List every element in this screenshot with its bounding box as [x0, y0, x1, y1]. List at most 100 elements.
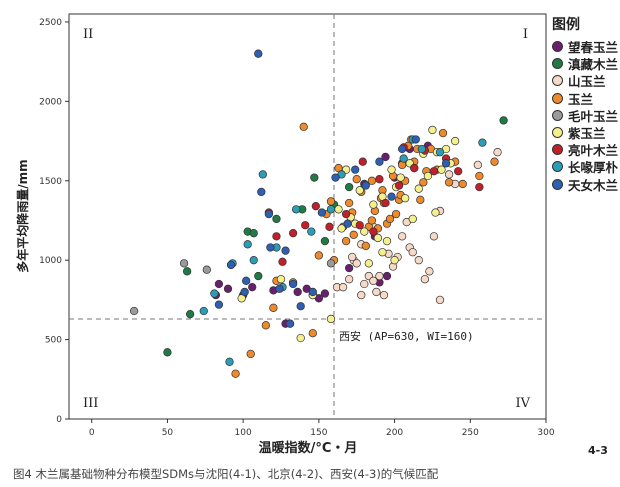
data-point: [475, 182, 484, 192]
legend-item: 长喙厚朴: [552, 158, 618, 175]
data-point: [379, 290, 389, 300]
data-point: [249, 229, 258, 238]
legend-item: 滇藏木兰: [552, 55, 618, 72]
data-point: [272, 232, 281, 241]
legend-label: 长喙厚朴: [568, 160, 619, 176]
data-point: [307, 227, 316, 236]
data-point: [296, 333, 305, 343]
y-tick-label: 1000: [39, 256, 62, 266]
legend-marker: [552, 144, 563, 156]
legend-label: 望春玉兰: [568, 40, 619, 56]
data-point: [179, 259, 189, 268]
data-point: [387, 192, 396, 201]
data-point: [349, 230, 358, 239]
x-tick-label: 150: [310, 428, 327, 438]
data-point: [382, 236, 392, 246]
data-point: [246, 349, 255, 359]
data-point: [429, 167, 439, 176]
data-point: [231, 369, 240, 378]
data-point: [411, 135, 420, 144]
data-point: [202, 265, 211, 274]
legend-label: 天女木兰: [568, 177, 619, 193]
data-point: [499, 116, 508, 125]
data-point: [291, 205, 301, 214]
legend-label: 毛叶玉兰: [568, 108, 619, 124]
data-point: [296, 302, 305, 311]
data-point: [257, 187, 266, 197]
data-point: [317, 208, 327, 217]
data-point: [399, 154, 408, 163]
data-point: [358, 157, 367, 166]
data-point: [163, 348, 172, 357]
data-point: [441, 159, 451, 168]
legend-item: 山玉兰: [552, 72, 618, 89]
data-point: [269, 303, 278, 312]
data-point: [288, 229, 298, 238]
data-point: [454, 167, 463, 176]
data-point: [185, 310, 195, 319]
data-point: [361, 181, 370, 190]
legend-marker: [552, 58, 563, 70]
quadrant-label: II: [83, 27, 93, 42]
legend-item: 亮叶木兰: [552, 141, 618, 158]
data-point: [314, 251, 324, 260]
data-point: [351, 165, 360, 174]
data-point: [408, 248, 417, 257]
y-tick-label: 1500: [39, 177, 62, 187]
data-point: [343, 219, 352, 228]
legend-item: 玉兰: [552, 90, 618, 107]
data-point: [375, 271, 384, 281]
data-point: [258, 170, 267, 179]
figure-label: 4-3: [588, 444, 608, 457]
data-point: [240, 287, 249, 297]
legend-item: 天女木兰: [552, 176, 618, 193]
legend-label: 山玉兰: [568, 74, 606, 90]
data-point: [435, 148, 445, 157]
data-point: [420, 275, 430, 284]
data-point: [410, 163, 419, 173]
data-point: [214, 300, 224, 309]
legend-label: 玉兰: [568, 91, 594, 107]
data-point: [248, 283, 257, 292]
data-point: [364, 259, 373, 268]
data-point: [381, 152, 390, 162]
data-point: [264, 209, 274, 219]
data-point: [308, 287, 317, 297]
data-point: [373, 233, 383, 243]
y-axis-label: 多年平均降雨量/mm: [15, 159, 30, 272]
data-point: [352, 175, 361, 184]
data-point: [344, 198, 354, 208]
data-point: [214, 279, 224, 289]
data-point: [242, 276, 251, 285]
data-point: [408, 214, 417, 224]
quadrant-label: I: [523, 27, 528, 42]
data-point: [293, 287, 302, 297]
x-tick-label: 50: [162, 428, 174, 438]
data-point: [372, 287, 381, 297]
data-point: [344, 182, 354, 192]
quadrant-label: IV: [515, 396, 530, 411]
data-point: [414, 256, 423, 265]
data-point: [431, 208, 440, 217]
quadrant-label: III: [83, 396, 98, 411]
data-point: [337, 224, 346, 233]
data-point: [396, 173, 405, 182]
legend-marker: [552, 109, 563, 121]
data-point: [416, 195, 425, 204]
data-point: [129, 306, 139, 316]
legend-marker: [552, 92, 563, 104]
data-point: [473, 160, 483, 170]
data-point: [249, 256, 258, 265]
data-point: [419, 178, 428, 187]
data-point: [285, 319, 295, 328]
data-point: [425, 267, 434, 276]
data-point: [357, 290, 366, 300]
legend-marker: [552, 178, 563, 190]
data-point: [369, 227, 378, 236]
data-point: [344, 275, 354, 284]
data-point: [261, 321, 271, 330]
x-tick-label: 300: [537, 428, 554, 438]
legend-marker: [552, 161, 563, 173]
data-point: [266, 243, 275, 252]
